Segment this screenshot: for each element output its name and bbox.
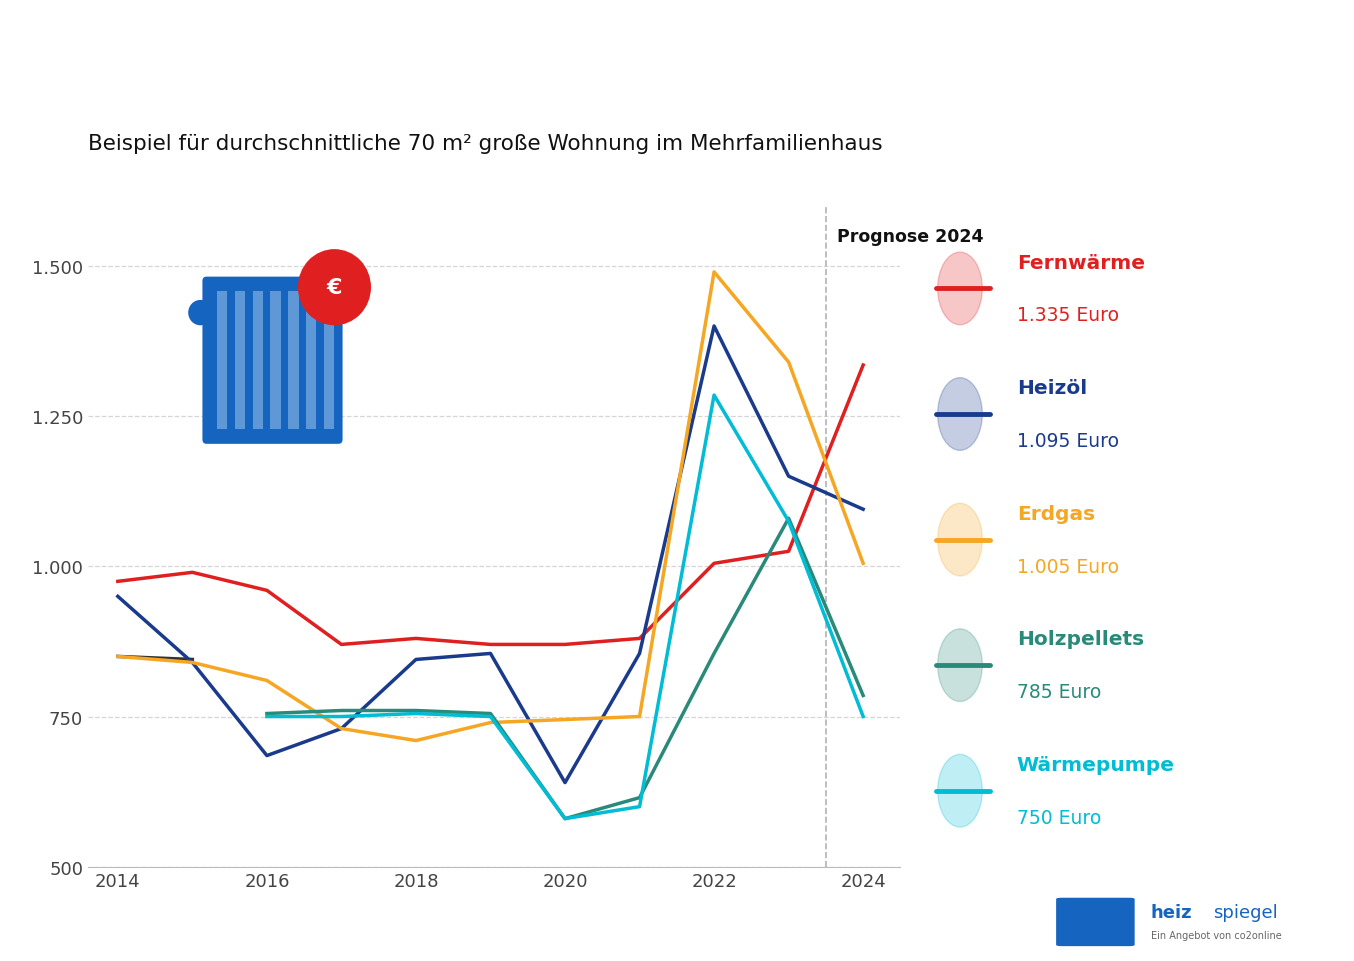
Bar (325, 292, 334, 430)
Circle shape (188, 301, 213, 326)
Circle shape (937, 629, 983, 702)
FancyBboxPatch shape (203, 278, 343, 444)
Circle shape (937, 504, 983, 577)
Circle shape (937, 754, 983, 827)
Text: 1.095 Euro: 1.095 Euro (1017, 431, 1118, 451)
Text: Wärmepumpe: Wärmepumpe (1017, 755, 1175, 774)
Text: Ein Angebot von co2online: Ein Angebot von co2online (1151, 930, 1282, 940)
Bar (253, 292, 263, 430)
Bar (217, 292, 227, 430)
Text: heiz: heiz (1151, 903, 1193, 922)
FancyBboxPatch shape (1056, 898, 1135, 947)
Circle shape (298, 250, 371, 326)
Text: Stand: 09/2024  |  Daten: www.co2online.de  |  Grafik: www.heizspiegel.de: Stand: 09/2024 | Daten: www.co2online.de… (295, 925, 842, 941)
Text: Fernwärme: Fernwärme (1017, 254, 1145, 272)
Text: Heizöl: Heizöl (1017, 379, 1087, 398)
Bar (306, 292, 317, 430)
Circle shape (937, 379, 983, 451)
Bar (234, 292, 245, 430)
Text: €: € (326, 278, 343, 298)
Bar (288, 292, 299, 430)
Text: 1.005 Euro: 1.005 Euro (1017, 557, 1118, 576)
Text: 1.335 Euro: 1.335 Euro (1017, 306, 1118, 325)
Text: 785 Euro: 785 Euro (1017, 682, 1101, 702)
Circle shape (937, 253, 983, 326)
Text: Prognose 2024: Prognose 2024 (837, 228, 983, 246)
Text: Erdgas: Erdgas (1017, 505, 1095, 523)
Text: Beispiel für durchschnittliche 70 m² große Wohnung im Mehrfamilienhaus: Beispiel für durchschnittliche 70 m² gro… (88, 135, 883, 154)
Bar (271, 292, 280, 430)
Text: Entwicklung der Heizkosten in Deutschland: Entwicklung der Heizkosten in Deutschlan… (202, 27, 1152, 64)
Text: Holzpellets: Holzpellets (1017, 629, 1144, 649)
Text: spiegel: spiegel (1213, 903, 1278, 922)
Text: 750 Euro: 750 Euro (1017, 808, 1101, 826)
